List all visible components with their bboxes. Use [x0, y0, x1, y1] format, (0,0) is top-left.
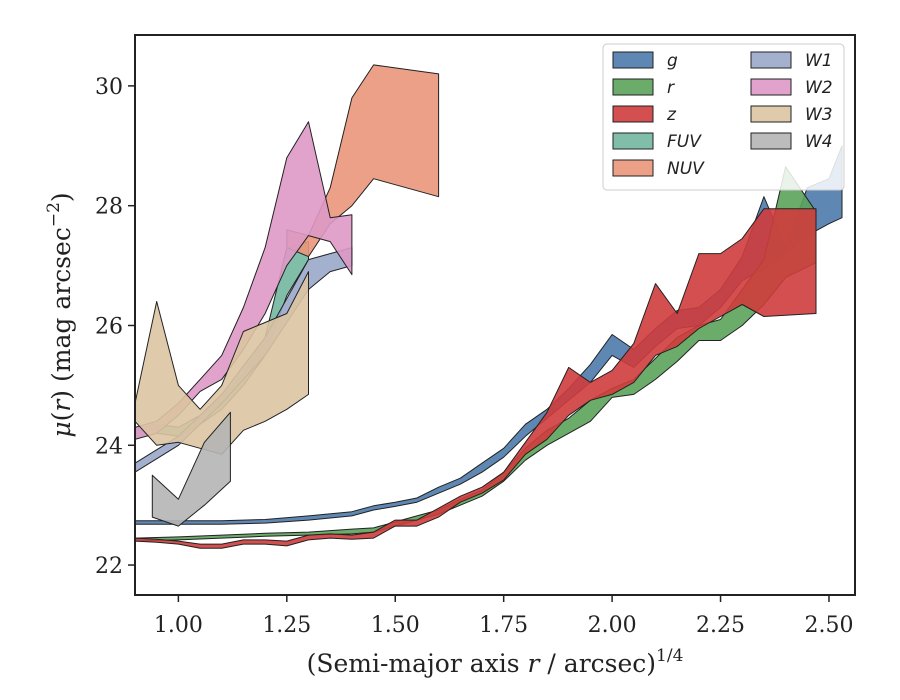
y-tick-label: 26 [95, 314, 123, 339]
y-tick-label: 28 [95, 195, 123, 220]
x-tick-label: 1.00 [154, 613, 203, 638]
legend-item-nuv: NUV [612, 159, 705, 179]
legend-swatch [750, 51, 792, 69]
legend-label: FUV [667, 132, 702, 152]
legend-item-w3: W3 [750, 105, 833, 125]
x-tick-label: 2.50 [804, 613, 853, 638]
series-area-w4 [151, 411, 231, 527]
legend-item-r: r [612, 78, 675, 98]
legend-swatch [612, 159, 654, 177]
series-area-w2 [134, 121, 353, 440]
y-tick-label: 22 [95, 554, 123, 579]
legend-label: W3 [805, 105, 833, 125]
legend-swatch [750, 105, 792, 123]
y-axis: 22 24 26 28 30 [95, 75, 135, 579]
legend-swatch [612, 51, 654, 69]
x-axis: 1.00 1.25 1.50 1.75 2.00 2.25 2.50 [154, 595, 853, 638]
legend-item-w4: W4 [750, 132, 833, 152]
x-axis-label: (Semi-major axis r / arcsec)1/4 [307, 646, 684, 678]
y-tick-label: 30 [95, 75, 123, 100]
legend-item-g: g [612, 51, 678, 71]
legend: grz FUV NUV W1 W2 W3 W4 [602, 43, 845, 191]
x-tick-label: 2.25 [696, 613, 745, 638]
legend-label: W4 [805, 132, 833, 152]
legend-item-w1: W1 [750, 51, 833, 71]
legend-item-fuv: FUV [612, 132, 702, 152]
x-tick-label: 2.00 [588, 613, 637, 638]
series-area-z [134, 208, 817, 549]
y-axis-label: μ(r) (mag arcsec−2) [44, 192, 76, 437]
plot-frame [134, 34, 856, 596]
legend-item-z: z [612, 105, 677, 125]
legend-label: r [667, 78, 675, 98]
legend-label: g [667, 51, 678, 71]
legend-label: W1 [805, 51, 833, 71]
legend-swatch [750, 132, 792, 150]
x-tick-label: 1.50 [371, 613, 420, 638]
legend-swatch [612, 132, 654, 150]
legend-label: z [666, 105, 677, 125]
legend-item-w2: W2 [750, 78, 833, 98]
legend-label: W2 [805, 78, 833, 98]
legend-swatch [750, 78, 792, 96]
legend-swatch [612, 78, 654, 96]
series-areas [134, 64, 843, 549]
y-tick-label: 24 [95, 434, 123, 459]
series-area-w3 [134, 271, 309, 455]
legend-label: NUV [667, 159, 705, 179]
x-tick-label: 1.25 [262, 613, 311, 638]
x-tick-label: 1.75 [479, 613, 528, 638]
legend-swatch [612, 105, 654, 123]
